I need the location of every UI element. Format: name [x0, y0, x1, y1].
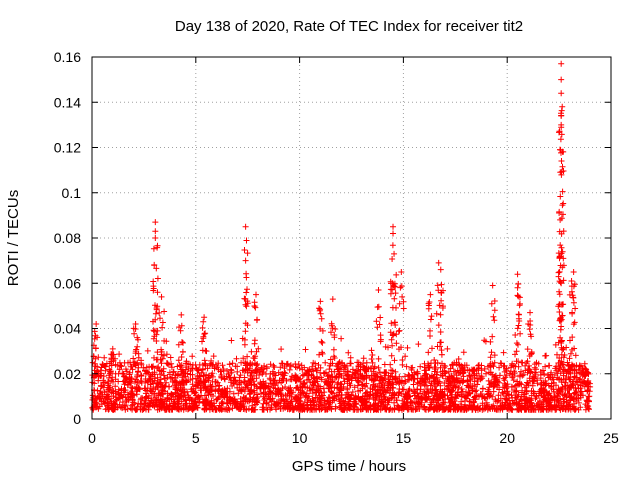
data-points [89, 60, 594, 413]
x-tick-label: 25 [603, 430, 619, 446]
peak-point [437, 266, 444, 273]
peak-point [514, 284, 521, 291]
peak-point [390, 223, 397, 230]
x-tick-label: 20 [499, 430, 515, 446]
x-tick-label: 10 [292, 430, 308, 446]
peak-point [558, 112, 565, 119]
y-axis-title: ROTI / TECUs [5, 190, 22, 286]
peak-point [390, 230, 397, 237]
peak-point [152, 219, 159, 226]
peak-point [514, 271, 521, 278]
y-tick-label: 0.16 [54, 49, 81, 65]
peak-point [570, 268, 577, 275]
y-tick-label: 0.12 [54, 140, 81, 156]
peak-point [427, 291, 434, 298]
y-tick-label: 0.04 [54, 321, 81, 337]
peak-point [201, 314, 208, 321]
peak-point [398, 268, 405, 275]
peak-point [242, 257, 249, 264]
peak-point [558, 121, 565, 128]
peak-point [158, 293, 165, 300]
peak-point [559, 103, 566, 110]
peak-point [329, 296, 336, 303]
grid-lines [92, 57, 611, 419]
peak-point [435, 259, 442, 266]
y-tick-label: 0.14 [54, 94, 81, 110]
y-tick-label: 0.08 [54, 230, 81, 246]
peak-point [527, 309, 534, 316]
peak-point [558, 90, 565, 97]
chart-title: Day 138 of 2020, Rate Of TEC Index for r… [175, 18, 523, 35]
peak-point [558, 280, 565, 287]
peak-point [391, 250, 398, 257]
peak-point [558, 76, 565, 83]
peak-point [109, 345, 116, 352]
peak-point [93, 320, 100, 327]
peak-point [568, 277, 575, 284]
peak-point [558, 60, 565, 67]
peak-point [557, 216, 564, 223]
peak-point [375, 287, 382, 294]
peak-point [253, 291, 260, 298]
y-tick-label: 0 [73, 411, 81, 427]
y-tick-labels: 0 0.02 0.04 0.06 0.08 0.1 0.12 0.14 0.16 [54, 49, 81, 427]
peak-point [242, 223, 249, 230]
x-tick-label: 0 [88, 430, 96, 446]
y-tick-label: 0.06 [54, 275, 81, 291]
peak-point [178, 311, 185, 318]
axis-ticks [91, 56, 612, 420]
baseline-points [89, 107, 594, 413]
peak-point [152, 235, 159, 241]
peak-point [489, 282, 496, 289]
x-tick-labels: 0 5 10 15 20 25 [88, 430, 619, 446]
peak-point [152, 228, 159, 235]
peak-point [317, 298, 324, 305]
x-tick-label: 5 [192, 430, 200, 446]
x-axis-title: GPS time / hours [292, 458, 406, 475]
x-tick-label: 15 [396, 430, 412, 446]
y-tick-label: 0.02 [54, 366, 81, 382]
peak-point [132, 320, 139, 327]
y-tick-label: 0.1 [62, 185, 82, 201]
